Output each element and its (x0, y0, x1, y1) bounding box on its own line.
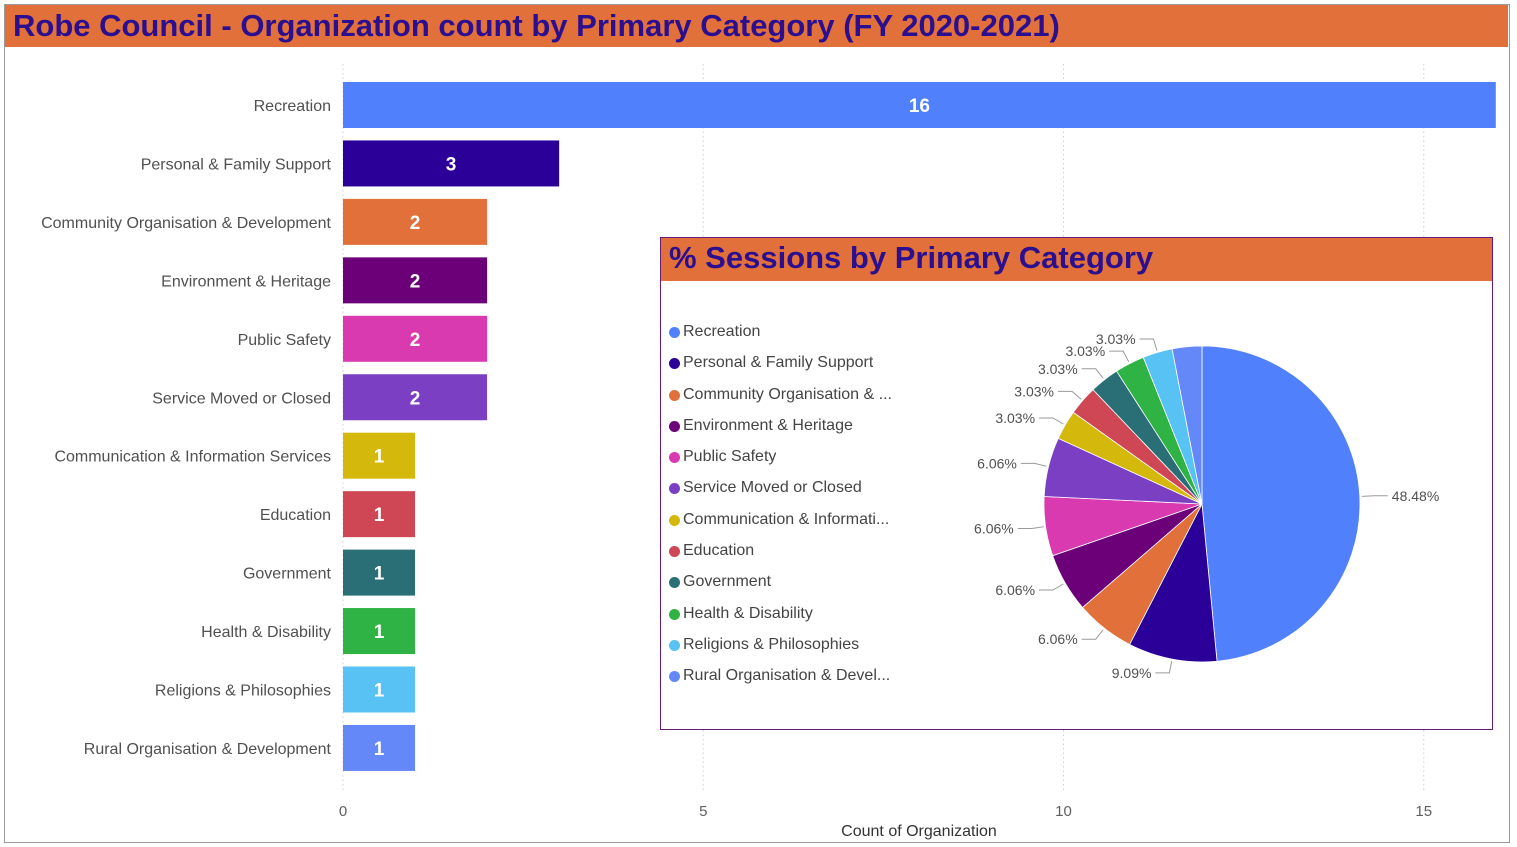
bar[interactable] (343, 374, 488, 421)
pie-data-label: 6.06% (974, 520, 1014, 536)
leader-line (1361, 495, 1388, 497)
legend-marker (669, 577, 680, 589)
legend-marker (669, 420, 680, 432)
pie-data-label: 6.06% (1038, 631, 1078, 647)
category-label: Public Safety (238, 332, 331, 349)
bar-data-label: 2 (410, 213, 421, 234)
category-label: Health & Disability (201, 624, 331, 641)
category-label: Communication & Information Services (54, 449, 331, 466)
pie-data-label: 48.48% (1392, 488, 1439, 504)
leader-line (1020, 462, 1047, 467)
leader-line (1155, 661, 1173, 674)
x-tick-label: 15 (1415, 803, 1432, 820)
pie-chart: 48.48%9.09%6.06%6.06%6.06%6.06%3.03%3.03… (974, 331, 1439, 681)
bar[interactable] (343, 257, 488, 304)
category-label: Government (243, 566, 332, 583)
pie-data-label: 3.03% (995, 410, 1035, 426)
bar[interactable] (343, 140, 560, 187)
bar[interactable] (343, 82, 1496, 128)
category-label: Personal & Family Support (141, 156, 332, 173)
legend-marker (669, 608, 680, 620)
bar-data-label: 1 (374, 564, 385, 585)
pie-data-label: 6.06% (977, 455, 1017, 471)
leader-line (1039, 583, 1064, 591)
legend-marker (669, 546, 680, 558)
bar-data-label: 1 (374, 622, 385, 643)
pie-slice[interactable] (1201, 345, 1361, 662)
legend-marker (669, 671, 680, 683)
leader-line (1081, 629, 1104, 640)
pie-title: % Sessions by Primary Category (669, 240, 1154, 275)
category-label: Environment & Heritage (161, 273, 331, 290)
x-axis-title: Count of Organization (841, 823, 997, 840)
dashboard-title: Robe Council - Organization count by Pri… (13, 8, 1060, 43)
pie-panel: % Sessions by Primary Category Recreatio… (660, 237, 1493, 730)
pie-slice[interactable] (1129, 502, 1218, 663)
bar[interactable] (343, 549, 416, 596)
pie-data-label: 9.09% (1112, 665, 1152, 681)
pie-data-label: 3.03% (1014, 383, 1054, 399)
leader-line (1017, 526, 1044, 529)
leader-line (1139, 338, 1158, 351)
pie-data-label: 3.03% (1038, 361, 1078, 377)
category-label: Recreation (254, 98, 331, 115)
bar[interactable] (343, 315, 488, 362)
pie-title-bar: % Sessions by Primary Category (661, 238, 1492, 281)
leader-line (1058, 390, 1082, 400)
bar-data-label: 1 (374, 447, 385, 468)
legend-marker (669, 358, 680, 370)
legend-marker (669, 639, 680, 651)
legend-marker (669, 327, 680, 338)
bar-data-label: 2 (410, 388, 421, 409)
bar[interactable] (343, 198, 488, 245)
leader-line (1081, 368, 1104, 379)
category-label: Community Organisation & Development (41, 215, 331, 232)
bar[interactable] (343, 724, 416, 771)
x-tick-label: 5 (699, 803, 707, 820)
category-label: Religions & Philosophies (155, 683, 331, 700)
x-tick-label: 0 (339, 803, 347, 820)
pie-data-label: 6.06% (995, 582, 1035, 598)
bar-data-label: 3 (446, 154, 457, 175)
bar-data-label: 1 (374, 505, 385, 526)
bar-data-label: 16 (909, 96, 930, 117)
legend-marker (669, 514, 680, 526)
bar-data-label: 1 (374, 739, 385, 760)
leader-line (1109, 350, 1130, 363)
bar[interactable] (343, 666, 416, 713)
bar-data-label: 2 (410, 271, 421, 292)
bar[interactable] (343, 608, 416, 655)
category-label: Education (260, 507, 331, 524)
category-label: Service Moved or Closed (152, 390, 331, 407)
bar-data-label: 2 (410, 330, 421, 351)
pie-data-label: 3.03% (1065, 343, 1105, 359)
pie-slice[interactable] (1171, 345, 1203, 505)
title-bar: Robe Council - Organization count by Pri… (5, 5, 1508, 47)
bar[interactable] (343, 491, 416, 538)
pie-data-label: 3.03% (1096, 331, 1136, 347)
x-tick-label: 10 (1055, 803, 1072, 820)
bar[interactable] (343, 432, 416, 479)
legend-marker (669, 389, 680, 401)
leader-line (1039, 417, 1064, 425)
bar-data-label: 1 (374, 681, 385, 702)
legend-marker (669, 452, 680, 464)
category-label: Rural Organisation & Development (84, 741, 332, 758)
legend-marker (669, 483, 680, 495)
